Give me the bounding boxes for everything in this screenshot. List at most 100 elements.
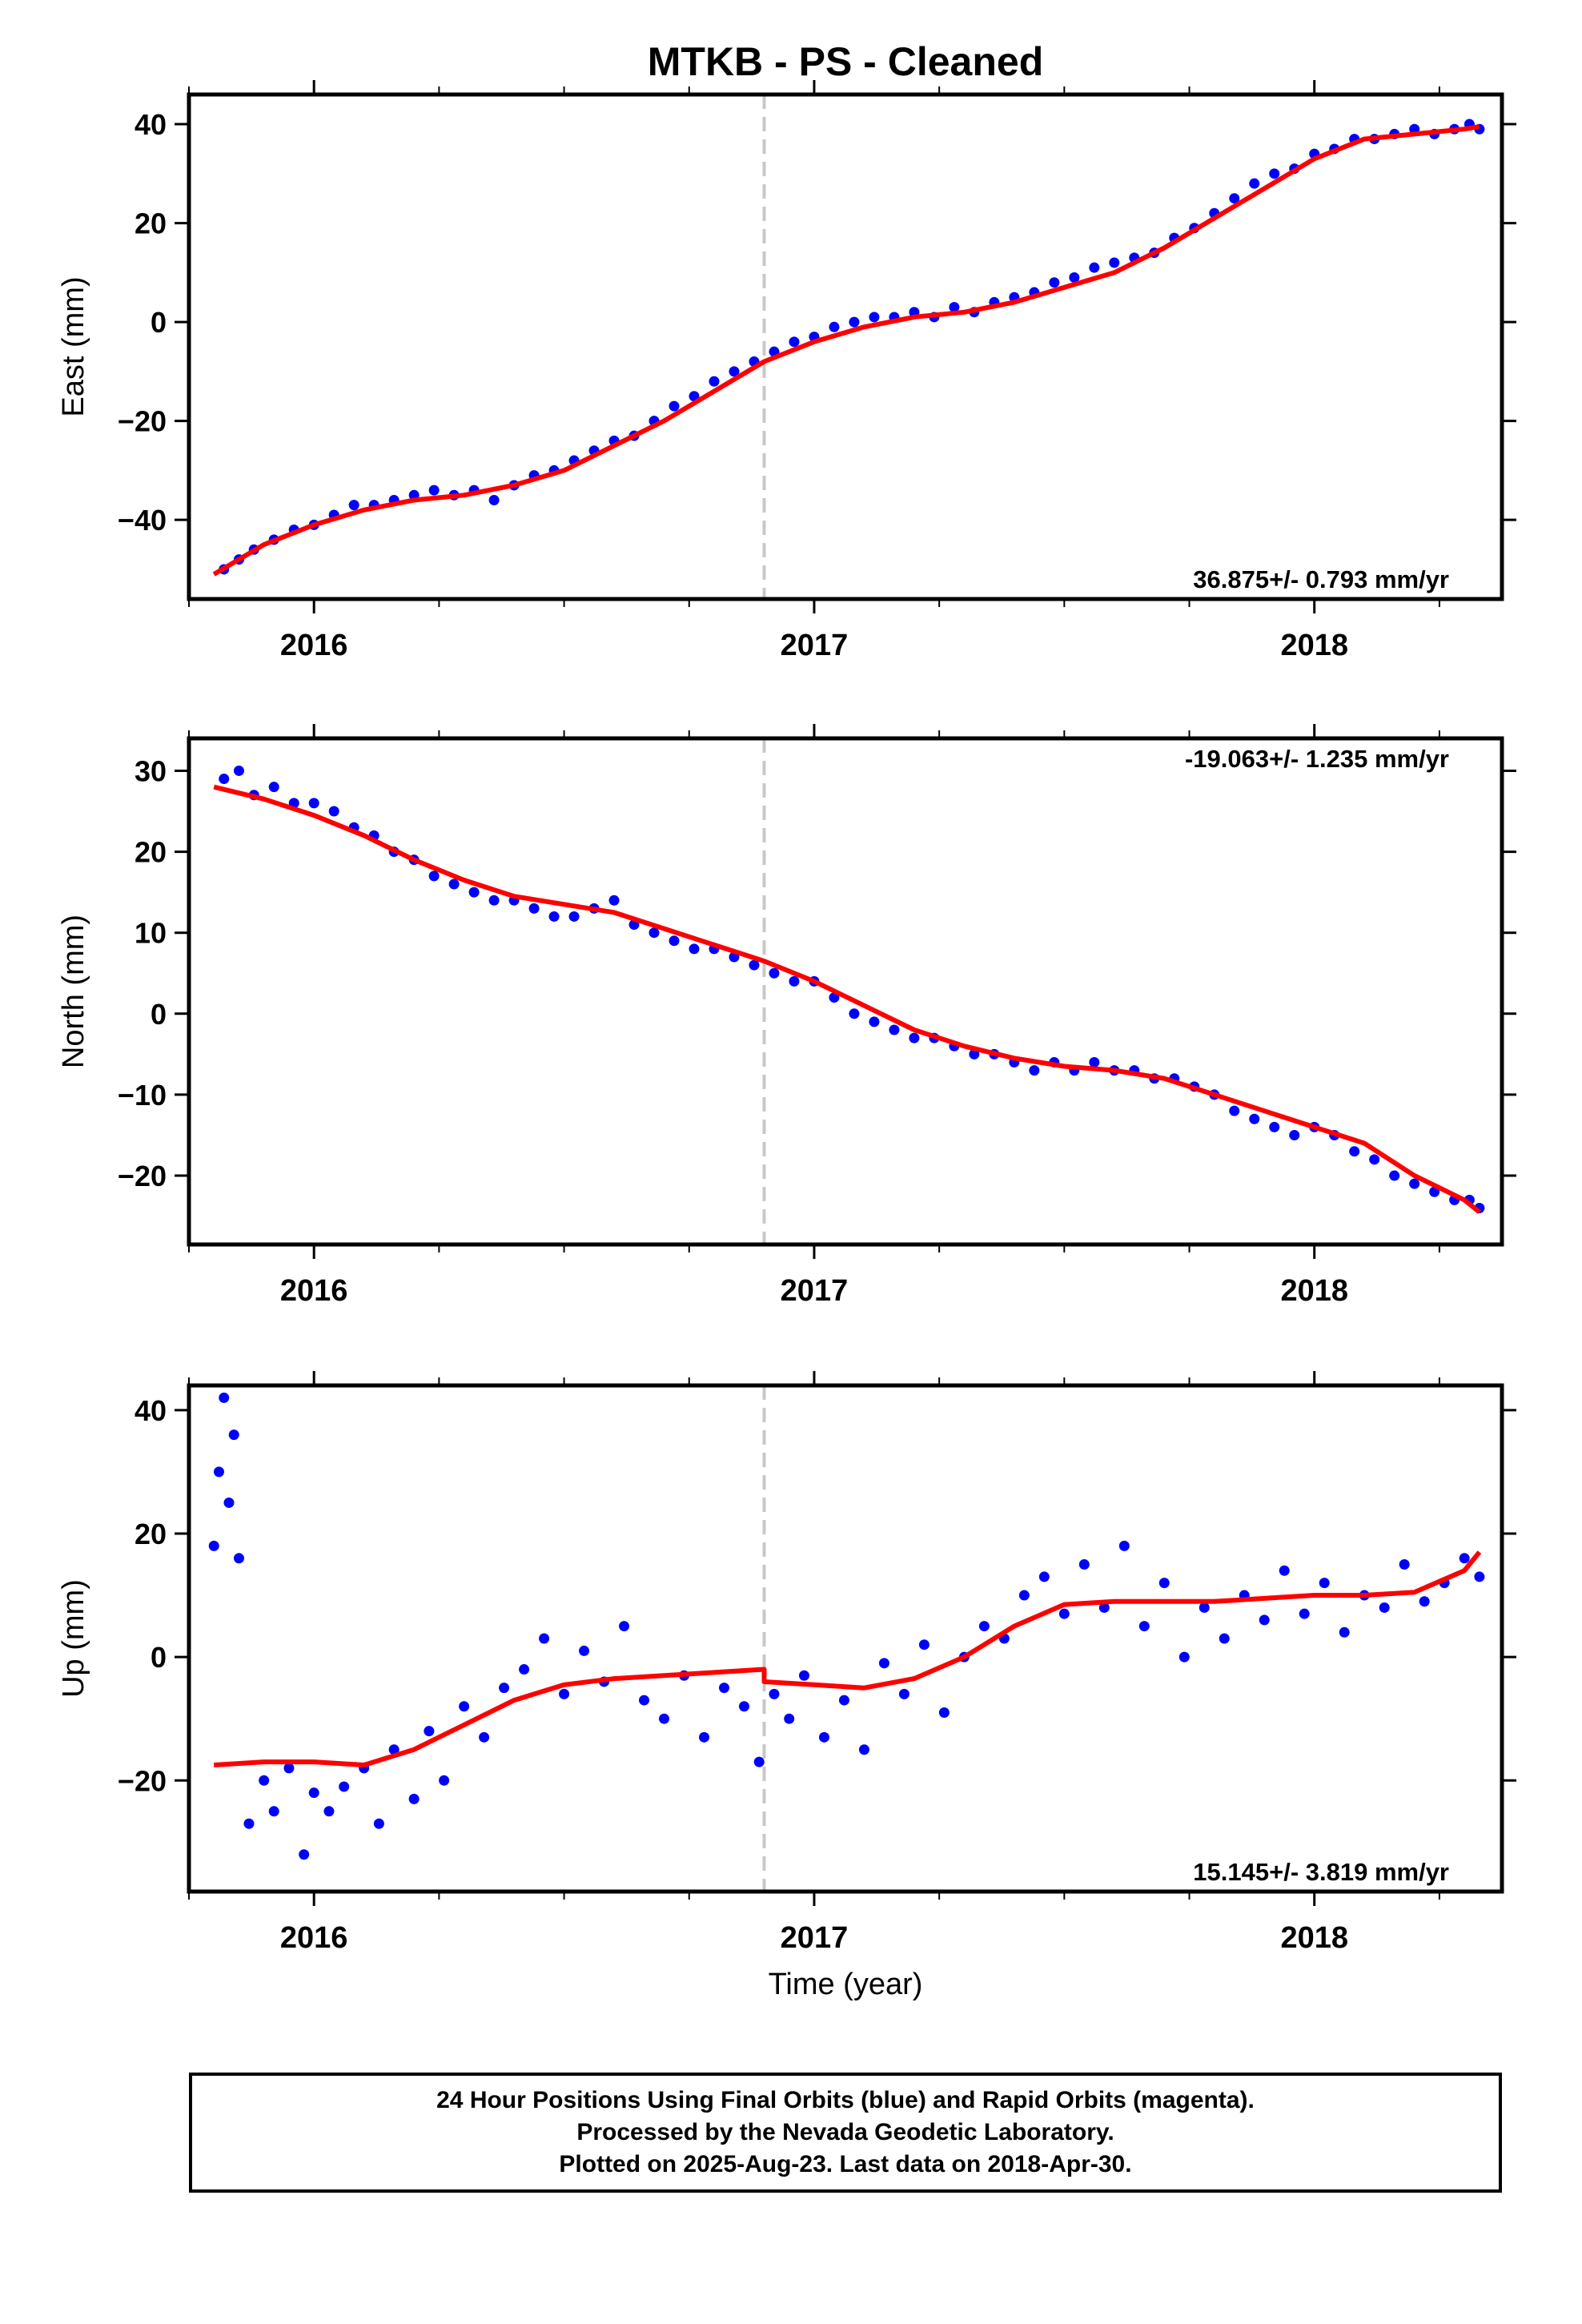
up-data-point [388,1744,400,1755]
up-data-point [1058,1608,1070,1619]
north-data-point [1389,1170,1400,1181]
east-data-point [829,321,840,332]
up-data-point [1158,1578,1170,1589]
up-data-point [339,1781,350,1792]
east-x-tick-label: 2017 [781,629,849,662]
north-y-tick-label: 20 [135,836,167,869]
up-data-point [1299,1608,1310,1619]
up-data-point [798,1670,809,1681]
up-data-point [259,1775,270,1786]
up-data-point [519,1664,530,1675]
north-data-point [1409,1178,1420,1189]
north-data-point [233,765,244,776]
east-data-point [949,302,960,313]
up-fit-line [214,1550,1482,1767]
up-data-point [1474,1571,1485,1582]
up-data-point [539,1633,550,1644]
east-data-point [709,376,720,387]
up-data-point [1399,1559,1410,1570]
east-data-point [729,366,740,377]
north-y-tick-label: 10 [135,917,167,950]
x-axis-title: Time (year) [769,1968,923,2001]
up-y-axis-title: Up (mm) [57,1579,90,1698]
up-x-tick-label: 2018 [1280,1921,1348,1955]
up-data-point [1219,1633,1230,1644]
north-data-point [769,967,780,979]
up-data-point [213,1466,224,1478]
up-y-tick-label: 40 [135,1394,167,1427]
up-data-point [499,1683,510,1694]
up-data-point [408,1793,420,1804]
up-panel: 2016 2017 2018 −20 0 20 40 Up (mm) 15.145+/- 3.8… [57,1371,1516,1955]
up-data-point [898,1688,909,1699]
north-data-point [1089,1056,1100,1068]
up-data-point [858,1744,869,1755]
footer-line-1: 24 Hour Positions Using Final Orbits (bl… [436,2087,1255,2113]
up-data-point [738,1701,749,1712]
east-data-point [669,400,680,412]
east-data-point [1269,168,1280,179]
north-data-point [1369,1154,1380,1165]
up-data-point [1279,1565,1290,1576]
up-data-point [459,1701,470,1712]
north-panel: 2016 2017 2018 −20 −10 0 10 20 30 North (mm) -19.0… [57,724,1516,1308]
north-data-point [488,895,500,906]
up-data-point [479,1731,490,1743]
footer-caption-box: 24 Hour Positions Using Final Orbits (bl… [189,2073,1502,2193]
east-panel: 2016 2017 2018 −40 −20 0 20 40 East (mm) 36.875+/… [57,80,1516,662]
up-data-point [1178,1651,1190,1663]
up-data-point [1078,1559,1090,1570]
east-y-axis-title: East (mm) [57,276,90,416]
up-data-point [918,1639,930,1651]
north-data-point [608,895,620,906]
east-data-point [1249,178,1260,189]
north-data-point [328,806,339,817]
up-data-point [818,1731,829,1743]
east-data-point [1069,272,1080,283]
east-data-point [1229,193,1240,204]
up-data-point [1118,1540,1130,1551]
east-data-point [869,312,880,323]
east-frame [187,92,1504,601]
up-data-point [1138,1621,1150,1632]
north-data-point [1269,1121,1280,1132]
figure-title: MTKB - PS - Cleaned [648,39,1043,84]
up-data-point [1018,1590,1030,1601]
up-data-point [1419,1596,1430,1607]
north-data-point [448,879,460,890]
north-data-point [1229,1105,1240,1116]
east-data-point [1109,257,1120,268]
north-rate-annotation: -19.063+/- 1.235 mm/yr [1185,745,1449,773]
north-x-tick-label: 2018 [1280,1274,1348,1308]
up-data-point [1098,1602,1110,1613]
up-rate-annotation: 15.145+/- 3.819 mm/yr [1193,1858,1449,1886]
up-y-tick-label: 20 [135,1518,167,1550]
north-data-point [548,911,560,922]
up-data-point [299,1849,310,1860]
east-y-tick-label: 40 [135,108,167,141]
north-fit-line [213,784,1481,1214]
north-data-point [1349,1146,1360,1157]
up-data-point [268,1806,279,1817]
up-data-point [579,1645,590,1656]
up-data-point [424,1726,435,1737]
up-data-point [639,1695,650,1706]
north-data-point [648,927,660,939]
east-rate-annotation: 36.875+/- 0.793 mm/yr [1193,565,1449,593]
east-y-tick-label: −40 [118,504,167,537]
up-data-point [718,1683,729,1694]
footer-line-2: Processed by the Nevada Geodetic Laborat… [576,2119,1114,2145]
up-data-point [619,1621,630,1632]
north-data-point [749,959,760,971]
up-data-point [784,1713,795,1724]
up-data-point [769,1688,780,1699]
up-data-point [938,1707,950,1718]
up-x-tick-label: 2016 [280,1921,348,1955]
north-data-point [909,1032,920,1043]
up-data-point [1199,1602,1210,1613]
up-data-point [373,1818,384,1829]
up-data-point [838,1695,849,1706]
east-data-point [789,336,800,348]
north-data-point [669,935,680,947]
north-data-point [268,782,279,793]
